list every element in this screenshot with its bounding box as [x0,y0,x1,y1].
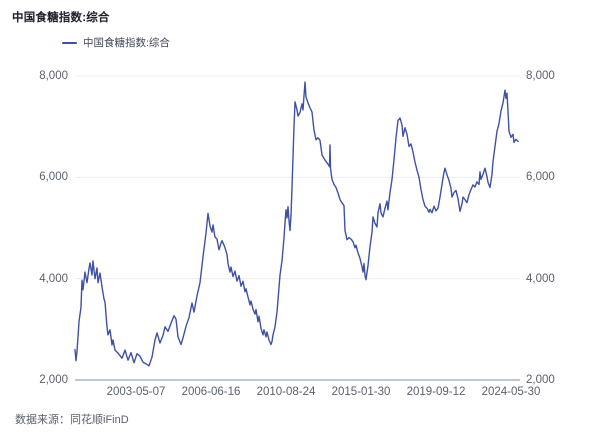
legend[interactable]: 中国食糖指数:综合 [62,35,170,50]
y-axis-label-right: 4,000 [526,272,555,285]
y-axis-label-left: 4,000 [39,272,68,285]
y-axis-label-right: 8,000 [526,70,555,82]
x-axis-label: 2006-06-16 [181,386,241,398]
x-axis-label: 2024-05-30 [481,386,541,398]
y-axis-label-right: 6,000 [526,171,555,184]
y-axis-label-left: 2,000 [39,374,68,386]
legend-label: 中国食糖指数:综合 [83,37,170,49]
gridlines [75,75,520,381]
x-axis-label: 2019-09-12 [406,386,466,398]
y-axis-label-right: 2,000 [526,374,555,386]
data-source-note: 数据来源：同花顺iFinD [15,414,129,426]
y-axis-label-left: 8,000 [39,70,68,82]
x-axis-label: 2015-01-30 [331,386,391,398]
x-axis-label: 2010-08-24 [256,386,316,398]
y-axis-label-left: 6,000 [39,171,68,184]
chart-title: 中国食糖指数:综合 [12,12,110,24]
series-line-sugar-index [74,81,519,367]
legend-line-marker-icon [62,41,77,44]
x-axis-label: 2003-05-07 [106,386,166,398]
